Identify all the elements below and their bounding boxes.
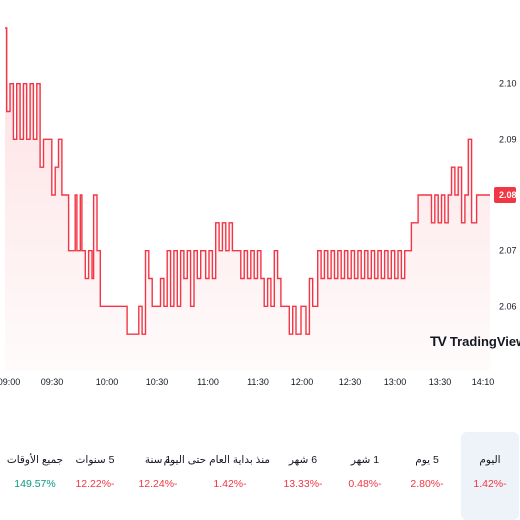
price-line [5, 27, 490, 335]
x-tick-label: 10:30 [146, 377, 169, 387]
y-tick-label: 2.09 [499, 134, 517, 144]
period-tab[interactable]: 1 سنة 12.24%‎- [129, 432, 187, 520]
period-label: 1 شهر [350, 454, 380, 466]
period-label: جميع الأوقات [6, 454, 64, 466]
x-tick-label: 10:00 [96, 377, 119, 387]
x-tick-label: 12:00 [291, 377, 314, 387]
y-tick-label: 2.06 [499, 301, 517, 311]
period-tab[interactable]: منذ بداية العام حتى اليوم 1.42%‎- [163, 432, 270, 520]
period-label: 1 سنة [144, 454, 172, 466]
x-tick-label: 09:00 [0, 377, 20, 387]
period-change-value: 13.33%‎- [283, 478, 323, 490]
x-tick-label: 13:00 [384, 377, 407, 387]
chart-canvas[interactable]: 2.10 2.09 2.07 2.06 2.08 09:00 09:30 10:00 10:30… [0, 0, 520, 400]
period-tab[interactable]: 1 شهر 0.48%‎- [336, 432, 394, 520]
period-change-value: 12.24%‎- [138, 478, 178, 490]
price-area-fill [5, 28, 490, 370]
x-tick-label: 11:30 [247, 377, 269, 387]
period-change-value: 1.42%‎- [473, 478, 507, 490]
period-tab[interactable]: 5 سنوات 12.22%‎- [66, 432, 124, 520]
x-tick-label: 14:10 [472, 377, 495, 387]
period-tab[interactable]: اليوم 1.42%‎- [461, 432, 519, 520]
current-price-badge [494, 187, 516, 203]
period-change-value: 12.22%‎- [75, 478, 115, 490]
y-tick-label: 2.07 [499, 246, 517, 256]
period-tab[interactable]: 6 شهر 13.33%‎- [274, 432, 332, 520]
x-tick-label: 09:30 [41, 377, 64, 387]
x-tick-label: 12:30 [339, 377, 362, 387]
period-tab[interactable]: جميع الأوقات 149.57% [6, 432, 64, 520]
tradingview-mark-icon: TV [430, 333, 447, 349]
period-label: اليوم [479, 454, 501, 466]
performance-periods: اليوم 1.42%‎- 5 يوم 2.80%‎- 1 شهر 0.48%‎- 6 شه… [0, 432, 520, 520]
period-change-value: 1.42%‎- [213, 478, 247, 490]
current-price-label: 2.08 [499, 190, 517, 200]
period-tab[interactable]: 5 يوم 2.80%‎- [398, 432, 456, 520]
period-label: 6 شهر [288, 454, 318, 466]
period-label: 5 يوم [415, 454, 439, 466]
period-change-value: 149.57% [14, 478, 56, 490]
x-tick-label: 11:00 [197, 377, 219, 387]
period-label: منذ بداية العام حتى اليوم [163, 454, 270, 466]
x-tick-label: 13:30 [429, 377, 452, 387]
y-tick-label: 2.10 [499, 79, 517, 89]
price-chart[interactable]: 2.10 2.09 2.07 2.06 2.08 09:00 09:30 10:00 10:30… [0, 0, 520, 400]
period-label: 5 سنوات [75, 454, 115, 466]
tradingview-logo-text: TradingView [449, 333, 520, 349]
period-change-value: 2.80%‎- [410, 478, 444, 490]
tradingview-logo: TV TradingView [430, 333, 520, 349]
period-change-value: 0.48%‎- [348, 478, 382, 490]
